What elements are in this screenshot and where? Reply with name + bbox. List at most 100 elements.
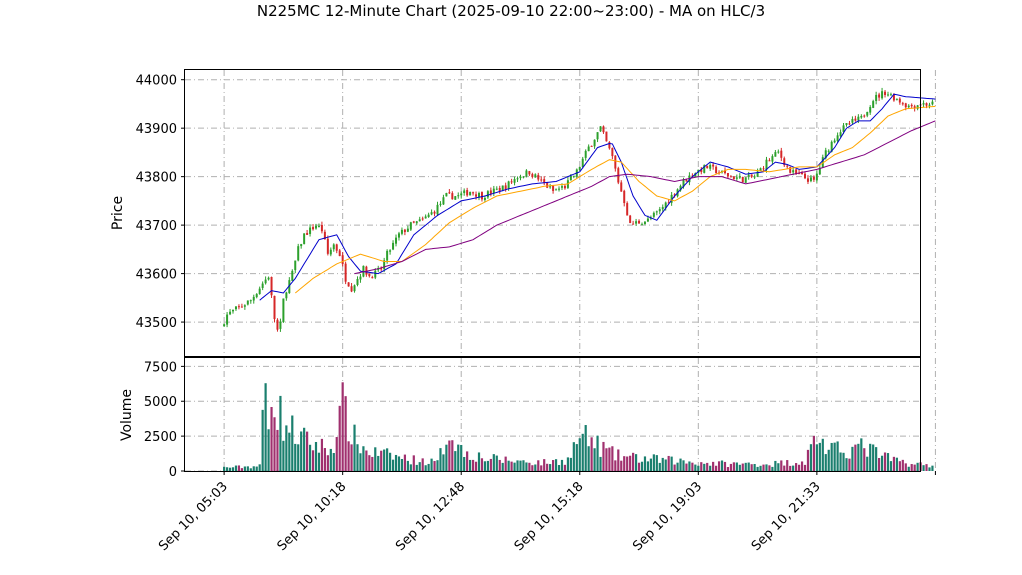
volume-bar	[566, 457, 570, 471]
volume-bar	[608, 447, 611, 471]
candle-body	[928, 104, 931, 106]
volume-bar	[483, 461, 487, 471]
volume-bar	[824, 454, 827, 471]
candle-body	[602, 126, 605, 133]
volume-bar	[519, 460, 522, 471]
volume-bar	[442, 454, 445, 471]
candle-body	[626, 203, 629, 216]
candle-body	[818, 167, 821, 175]
volume-bar	[706, 462, 709, 471]
volume-bar	[640, 461, 644, 471]
volume-bar	[427, 463, 430, 471]
candle-body	[291, 270, 294, 281]
candle-body	[448, 192, 451, 194]
candle-body	[646, 218, 649, 222]
volume-bar	[403, 454, 407, 471]
candle-body	[599, 126, 602, 132]
candle-body	[504, 185, 507, 190]
candle-body	[786, 165, 789, 167]
volume-bar	[492, 454, 495, 471]
ma-line-long	[354, 120, 936, 275]
volume-axis-label: Volume	[119, 389, 135, 441]
volume-bar	[789, 465, 792, 471]
volume-bar	[332, 453, 335, 471]
candle-body	[836, 135, 839, 142]
candle-body	[812, 177, 815, 180]
volume-bar	[931, 465, 934, 471]
price-tick-label: 43800	[136, 171, 177, 186]
candle-body	[747, 174, 750, 177]
candle-body	[498, 188, 501, 192]
candle-body	[507, 181, 510, 189]
candle-body	[326, 238, 329, 254]
candle-body	[780, 150, 783, 158]
candle-body	[667, 202, 670, 204]
candle-body	[300, 244, 303, 247]
volume-bar	[463, 457, 466, 471]
volume-bar	[661, 457, 664, 471]
candle-body	[898, 98, 901, 103]
volume-bar	[344, 396, 347, 471]
volume-bar	[335, 437, 338, 471]
candle-body	[492, 188, 495, 194]
volume-bar	[495, 455, 498, 471]
volume-bar	[892, 456, 896, 471]
candle-body	[397, 233, 400, 238]
candle-body	[454, 196, 457, 200]
volume-bar	[717, 461, 721, 471]
candle-body	[460, 193, 463, 196]
volume-bar	[649, 458, 652, 471]
volume-bar	[593, 448, 596, 471]
volume-bar	[637, 462, 641, 471]
volume-bar	[391, 459, 395, 471]
volume-bar	[380, 450, 383, 471]
candle-body	[335, 244, 338, 251]
candle-body	[427, 214, 430, 218]
volume-bar	[632, 452, 635, 471]
volume-tick-label: 5000	[144, 395, 177, 410]
volume-bar	[522, 460, 525, 471]
candle-body	[555, 189, 558, 191]
x-tick-label: Sep 10, 19:03	[630, 479, 705, 554]
volume-bar	[560, 459, 564, 471]
candle-body	[463, 190, 466, 194]
volume-bar	[498, 459, 501, 471]
candle-body	[386, 250, 389, 261]
volume-bar	[857, 443, 860, 471]
volume-bar	[795, 463, 798, 471]
candle-body	[620, 182, 623, 192]
volume-bar	[797, 464, 801, 471]
volume-bar	[569, 457, 572, 471]
candle-body	[878, 94, 881, 98]
volume-bar	[436, 460, 439, 471]
x-tick-label: Sep 10, 10:18	[275, 479, 350, 554]
volume-bar	[587, 446, 590, 471]
candle-body	[670, 194, 673, 203]
candle-body	[312, 227, 315, 230]
candle-body	[715, 166, 718, 173]
volume-bar	[842, 452, 845, 471]
volume-bar	[474, 461, 478, 471]
candle-body	[418, 219, 421, 222]
candle-body	[510, 181, 513, 183]
candle-body	[925, 103, 928, 106]
volume-bar	[537, 460, 540, 471]
volume-bar	[673, 464, 676, 471]
candle-body	[525, 170, 528, 177]
candle-body	[910, 104, 913, 107]
candle-body	[643, 221, 646, 224]
volume-bar	[756, 466, 759, 471]
volume-bar	[780, 460, 783, 471]
volume-bar	[712, 461, 715, 471]
volume-bar	[720, 460, 724, 471]
volume-bar	[578, 438, 581, 471]
volume-bar	[341, 382, 344, 471]
volume-bar	[860, 438, 863, 471]
candle-body	[768, 160, 771, 162]
volume-bar	[664, 459, 667, 471]
candle-body	[252, 296, 255, 301]
volume-bar	[510, 461, 513, 471]
volume-bar	[377, 455, 380, 471]
candle-body	[892, 94, 895, 101]
candle-body	[226, 314, 229, 325]
